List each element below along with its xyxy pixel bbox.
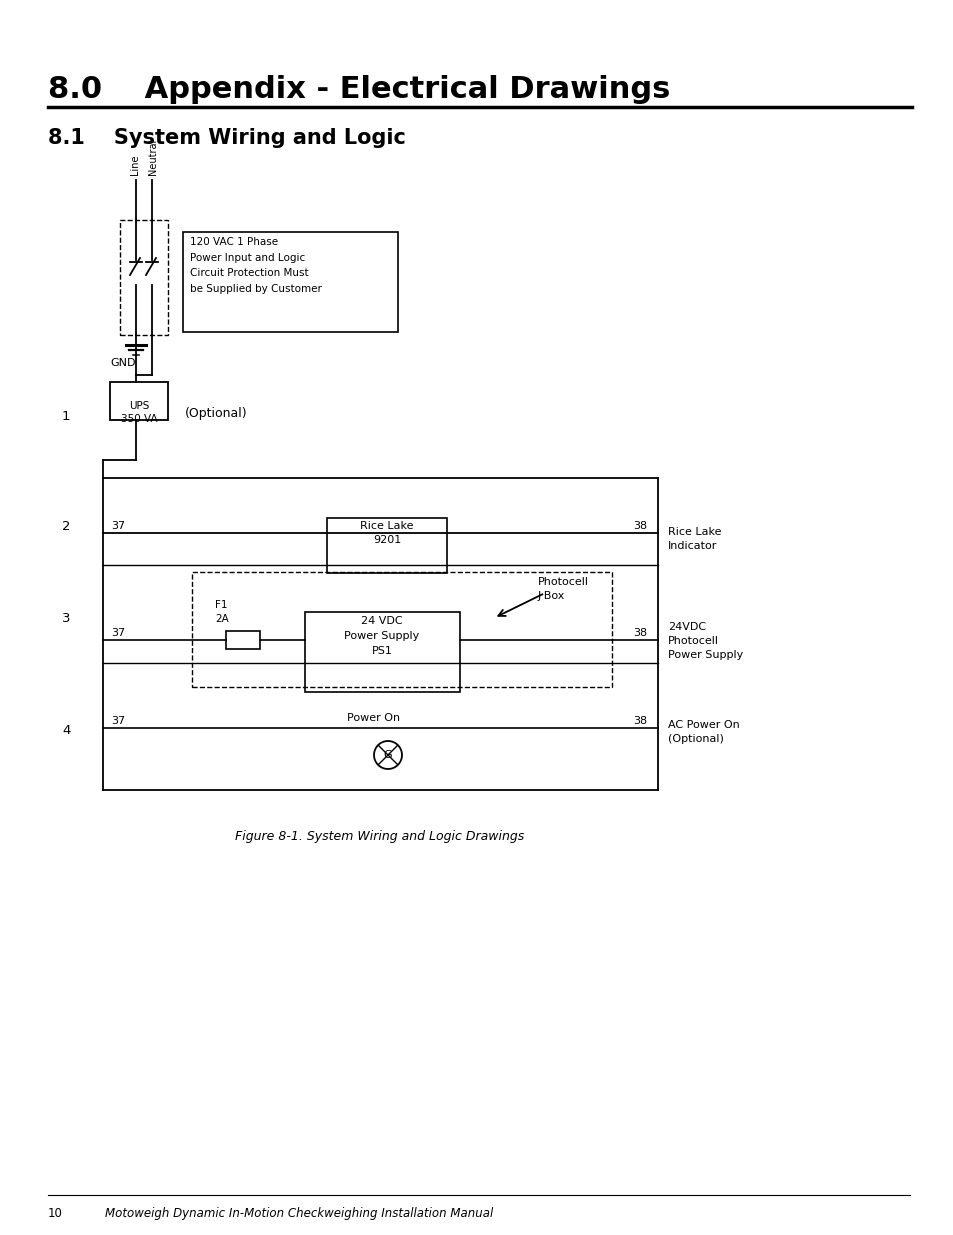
Bar [120, 220, 168, 335]
Text: Rice Lake
Indicator: Rice Lake Indicator [667, 527, 720, 551]
Text: GND: GND [110, 358, 135, 368]
Text: G: G [383, 750, 392, 760]
Text: UPS
350 VA: UPS 350 VA [121, 401, 157, 424]
Bar [327, 517, 447, 573]
Text: 10: 10 [48, 1207, 63, 1220]
Text: 4: 4 [62, 725, 71, 737]
Text: 37: 37 [111, 716, 125, 726]
Text: 8.1    System Wiring and Logic: 8.1 System Wiring and Logic [48, 128, 405, 148]
Text: 38: 38 [633, 521, 646, 531]
Text: 37: 37 [111, 521, 125, 531]
Bar [110, 382, 168, 420]
Text: 24 VDC
Power Supply
PS1: 24 VDC Power Supply PS1 [344, 616, 419, 656]
Text: 24VDC
Photocell
Power Supply: 24VDC Photocell Power Supply [667, 622, 742, 659]
Text: AC Power On
(Optional): AC Power On (Optional) [667, 720, 739, 743]
Text: 8.0    Appendix - Electrical Drawings: 8.0 Appendix - Electrical Drawings [48, 75, 670, 104]
Bar [192, 572, 612, 687]
Text: 2: 2 [62, 520, 71, 532]
Bar [226, 631, 260, 650]
Bar [305, 613, 459, 692]
Text: Line: Line [130, 154, 140, 175]
Text: 1: 1 [62, 410, 71, 424]
Text: Figure 8-1. System Wiring and Logic Drawings: Figure 8-1. System Wiring and Logic Draw… [235, 830, 524, 844]
Text: Power On: Power On [347, 713, 399, 722]
Text: Photocell
J Box: Photocell J Box [537, 577, 588, 601]
Text: Rice Lake
9201: Rice Lake 9201 [360, 521, 414, 545]
Text: Neutral: Neutral [148, 138, 158, 175]
Text: 120 VAC 1 Phase
Power Input and Logic
Circuit Protection Must
be Supplied by Cus: 120 VAC 1 Phase Power Input and Logic Ci… [190, 237, 321, 294]
Text: 37: 37 [111, 629, 125, 638]
Bar [183, 232, 397, 332]
Text: (Optional): (Optional) [185, 408, 248, 420]
Text: 38: 38 [633, 629, 646, 638]
Text: Motoweigh Dynamic In-Motion Checkweighing Installation Manual: Motoweigh Dynamic In-Motion Checkweighin… [105, 1207, 493, 1220]
Text: F1
2A: F1 2A [214, 600, 229, 624]
Text: 3: 3 [62, 613, 71, 625]
Text: 38: 38 [633, 716, 646, 726]
